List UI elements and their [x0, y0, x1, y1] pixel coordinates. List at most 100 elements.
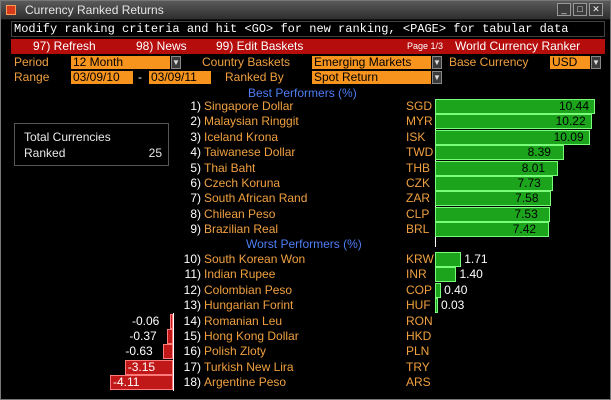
- ranking-row[interactable]: 14) Romanian Leu RON -0.06: [1, 313, 610, 329]
- currency-name[interactable]: Indian Rupee: [204, 267, 276, 282]
- country-baskets-dropdown-icon[interactable]: ▼: [432, 56, 442, 69]
- ranking-row[interactable]: 17) Turkish New Lira TRY -3.15: [1, 359, 610, 375]
- currency-name[interactable]: Turkish New Lira: [204, 359, 294, 374]
- currency-name[interactable]: Singapore Dollar: [204, 99, 294, 113]
- ranking-row[interactable]: 6) Czech Koruna CZK 7.73: [1, 176, 610, 191]
- return-bar: [163, 344, 173, 360]
- return-value: -3.15: [127, 359, 156, 374]
- period-label: Period: [14, 55, 49, 69]
- rank-number: 3): [190, 129, 201, 144]
- base-currency-field[interactable]: USD: [550, 56, 590, 69]
- currency-name[interactable]: Romanian Leu: [204, 313, 283, 328]
- rank-number: 9): [190, 222, 201, 237]
- rank-number: 8): [190, 206, 201, 221]
- ranking-row[interactable]: 15) Hong Kong Dollar HKD -0.37: [1, 329, 610, 344]
- rank-number: 1): [190, 99, 201, 113]
- rank-number: 10): [183, 252, 201, 266]
- rank-number: 5): [190, 160, 201, 175]
- currency-code: ARS: [406, 375, 431, 390]
- ranking-row[interactable]: 18) Argentine Peso ARS -4.11: [1, 375, 610, 391]
- country-baskets-field[interactable]: Emerging Markets: [312, 56, 431, 69]
- return-value: 10.44: [559, 99, 590, 113]
- currency-name[interactable]: South African Rand: [204, 191, 308, 206]
- function-menu-bar: 97) Refresh 98) News 99) Edit Baskets Pa…: [11, 39, 605, 54]
- command-line[interactable]: Modify ranking criteria and hit <GO> for…: [11, 21, 605, 37]
- ranking-row[interactable]: 7) South African Rand ZAR 7.58: [1, 191, 610, 207]
- currency-name[interactable]: Hungarian Forint: [204, 298, 294, 313]
- return-value: -0.06: [132, 313, 160, 328]
- rank-number: 13): [183, 298, 201, 313]
- ranked-by-dropdown-icon[interactable]: ▼: [432, 71, 442, 84]
- return-bar: [435, 145, 564, 161]
- currency-name[interactable]: Hong Kong Dollar: [204, 329, 299, 343]
- worst-performers-header: Worst Performers (%): [246, 237, 362, 251]
- currency-code: CZK: [406, 176, 430, 190]
- total-currencies-count: 25: [148, 146, 162, 160]
- ranking-row[interactable]: 10) South Korean Won KRW 1.71: [1, 252, 610, 267]
- rank-number: 17): [183, 359, 201, 374]
- ranking-row[interactable]: 5) Thai Baht THB 8.01: [1, 160, 610, 176]
- currency-code: TRY: [406, 359, 430, 374]
- period-dropdown-icon[interactable]: ▼: [171, 56, 181, 69]
- title-bar[interactable]: Currency Ranked Returns _ □ ✕: [1, 1, 610, 20]
- ranking-row[interactable]: 3) Iceland Krona ISK 10.09: [1, 129, 610, 145]
- range-start-field[interactable]: 03/09/10: [71, 71, 133, 84]
- refresh-button[interactable]: 97) Refresh: [33, 39, 96, 53]
- return-value: 1.40: [459, 267, 483, 282]
- ranked-label: Ranked: [24, 146, 66, 160]
- ranking-row[interactable]: 11) Indian Rupee INR 1.40: [1, 267, 610, 283]
- window-title: Currency Ranked Returns: [25, 3, 164, 17]
- currency-name[interactable]: Czech Koruna: [204, 176, 281, 190]
- currency-code: INR: [406, 267, 427, 282]
- return-bar: [435, 129, 590, 145]
- ranking-row[interactable]: 9) Brazilian Real BRL 7.42: [1, 222, 610, 238]
- maximize-icon[interactable]: □: [573, 3, 587, 16]
- rank-number: 16): [183, 344, 201, 359]
- rank-number: 14): [183, 313, 201, 328]
- return-bar: [435, 99, 595, 114]
- ranking-row[interactable]: 1) Singapore Dollar SGD 10.44: [1, 99, 610, 114]
- ranking-row[interactable]: 2) Malaysian Ringgit MYR 10.22: [1, 114, 610, 130]
- page-indicator: Page 1/3: [407, 41, 444, 51]
- currency-name[interactable]: Polish Zloty: [204, 344, 267, 359]
- rank-number: 6): [190, 176, 201, 190]
- return-bar: [435, 191, 552, 207]
- period-field[interactable]: 12 Month: [71, 56, 170, 69]
- currency-name[interactable]: Taiwanese Dollar: [204, 145, 296, 160]
- currency-name[interactable]: Chilean Peso: [204, 206, 276, 221]
- currency-name[interactable]: South Korean Won: [204, 252, 306, 266]
- close-icon[interactable]: ✕: [589, 3, 603, 16]
- ranking-row[interactable]: 16) Polish Zloty PLN -0.63: [1, 344, 610, 360]
- ranking-row[interactable]: 8) Chilean Peso CLP 7.53: [1, 206, 610, 222]
- currency-name[interactable]: Brazilian Real: [204, 222, 279, 237]
- currency-name[interactable]: Thai Baht: [204, 160, 256, 175]
- ranking-row[interactable]: 13) Hungarian Forint HUF 0.03: [1, 298, 610, 314]
- currency-name[interactable]: Colombian Peso: [204, 282, 293, 297]
- ranking-row[interactable]: 12) Colombian Peso COP 0.40: [1, 282, 610, 298]
- edit-baskets-button[interactable]: 99) Edit Baskets: [216, 39, 304, 53]
- return-value: -0.63: [125, 344, 153, 359]
- currency-name[interactable]: Iceland Krona: [204, 129, 279, 144]
- return-bar: [435, 252, 462, 267]
- return-value: 0.40: [444, 282, 468, 297]
- ranked-by-field[interactable]: Spot Return: [312, 71, 431, 84]
- return-value: 7.42: [512, 222, 537, 237]
- range-end-field[interactable]: 03/09/11: [149, 71, 211, 84]
- currency-code: MYR: [406, 114, 433, 129]
- return-bar: [110, 375, 173, 391]
- currency-name[interactable]: Argentine Peso: [204, 375, 287, 390]
- return-value: -4.11: [113, 375, 140, 390]
- ranked-by-label: Ranked By: [225, 70, 284, 84]
- minimize-icon[interactable]: _: [557, 3, 571, 16]
- currency-code: ZAR: [406, 191, 430, 206]
- base-currency-dropdown-icon[interactable]: ▼: [591, 56, 601, 69]
- currency-name[interactable]: Malaysian Ringgit: [204, 114, 299, 129]
- return-value: 7.53: [514, 206, 538, 221]
- news-button[interactable]: 98) News: [136, 39, 187, 53]
- return-value: 7.73: [517, 176, 541, 190]
- rank-number: 12): [183, 282, 201, 297]
- ranking-row[interactable]: 4) Taiwanese Dollar TWD 8.39: [1, 145, 610, 161]
- currency-code: RON: [406, 313, 433, 328]
- return-bar: [167, 329, 173, 344]
- return-value: 10.22: [555, 114, 586, 129]
